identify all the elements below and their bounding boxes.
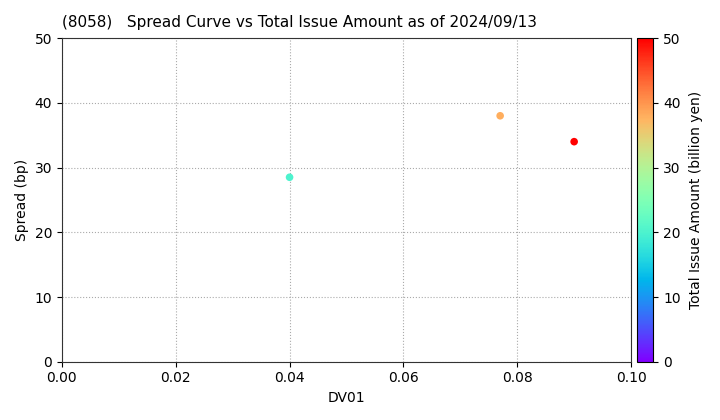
Y-axis label: Total Issue Amount (billion yen): Total Issue Amount (billion yen) — [689, 91, 703, 309]
Point — [568, 138, 580, 145]
Text: (8058)   Spread Curve vs Total Issue Amount as of 2024/09/13: (8058) Spread Curve vs Total Issue Amoun… — [62, 15, 537, 30]
Point — [284, 174, 295, 181]
Point — [495, 113, 506, 119]
Y-axis label: Spread (bp): Spread (bp) — [15, 159, 29, 241]
X-axis label: DV01: DV01 — [328, 391, 365, 405]
